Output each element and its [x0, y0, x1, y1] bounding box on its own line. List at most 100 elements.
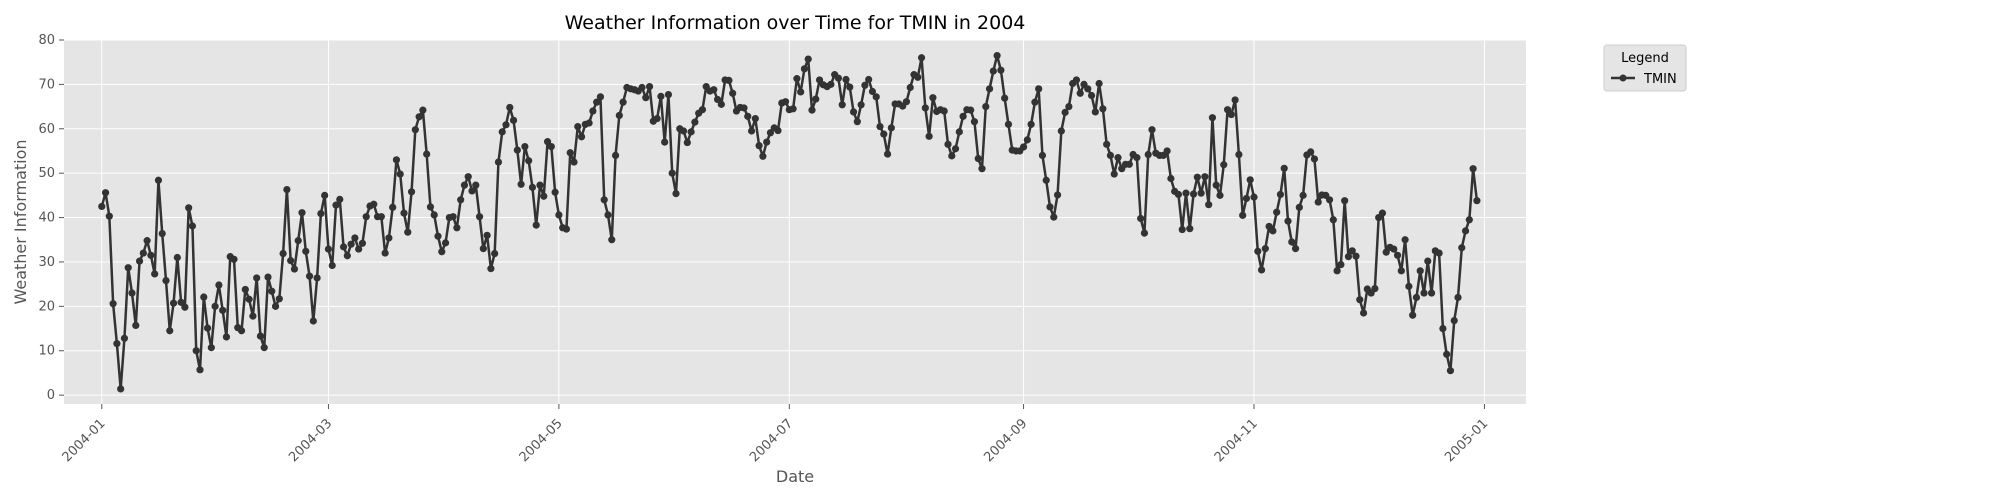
x-tick-label: 2004-05: [517, 416, 566, 465]
data-point: [173, 253, 181, 262]
data-point: [679, 127, 688, 135]
data-point: [275, 295, 283, 303]
data-point: [271, 302, 280, 310]
data-point: [838, 101, 846, 109]
data-point: [249, 312, 257, 320]
data-point: [253, 274, 261, 282]
data-point: [1314, 198, 1322, 206]
data-point: [222, 333, 231, 341]
data-point: [1284, 217, 1292, 225]
data-point: [997, 66, 1005, 74]
data-point: [415, 113, 423, 121]
data-point: [608, 236, 616, 244]
data-point: [793, 75, 801, 83]
data-point: [237, 327, 246, 335]
y-tick-label: 30: [38, 255, 55, 270]
data-point: [185, 204, 193, 212]
data-point: [245, 295, 253, 303]
data-point: [906, 83, 914, 92]
data-point: [513, 146, 521, 154]
data-point: [1439, 324, 1447, 333]
data-point: [1095, 79, 1103, 88]
data-point: [143, 237, 151, 245]
data-point: [1450, 316, 1458, 325]
data-point: [411, 126, 419, 134]
data-point: [713, 95, 722, 104]
data-point: [729, 89, 737, 97]
data-point: [1023, 136, 1031, 144]
data-point: [1427, 289, 1436, 297]
data-point: [1031, 98, 1039, 106]
data-point: [1356, 296, 1364, 304]
data-point: [392, 156, 401, 164]
data-point: [1099, 105, 1107, 113]
data-point: [457, 196, 465, 204]
data-point: [876, 122, 884, 131]
data-point: [105, 212, 113, 220]
data-point: [982, 102, 990, 111]
data-point: [1061, 108, 1069, 116]
data-point: [687, 128, 695, 136]
data-point: [151, 270, 159, 278]
data-point: [804, 55, 812, 63]
data-point: [181, 303, 189, 311]
data-point: [460, 181, 469, 189]
data-point: [1114, 154, 1122, 162]
data-point: [834, 74, 843, 82]
data-point: [1446, 367, 1455, 375]
data-point: [1409, 311, 1417, 319]
data-point: [797, 88, 805, 96]
data-point: [1235, 150, 1243, 159]
data-point: [521, 142, 529, 151]
data-point: [657, 92, 665, 100]
x-tick-label: 2004-07: [747, 416, 796, 465]
data-point: [691, 118, 699, 126]
data-point: [1359, 309, 1368, 317]
data-point: [951, 145, 960, 153]
data-point: [313, 274, 321, 282]
data-point: [441, 239, 450, 247]
data-point: [615, 111, 623, 120]
data-point: [132, 321, 140, 330]
data-point: [1216, 191, 1224, 199]
data-point: [1174, 190, 1183, 199]
data-point: [192, 347, 200, 355]
data-point: [751, 114, 759, 123]
y-tick-label: 80: [38, 33, 55, 48]
x-tick-label: 2004-03: [286, 416, 335, 465]
data-point: [305, 272, 314, 280]
data-point: [1291, 245, 1300, 253]
legend: Legend TMIN: [1603, 44, 1687, 92]
data-point: [1084, 85, 1092, 93]
data-point: [1329, 216, 1337, 224]
data-point: [1412, 293, 1421, 302]
data-point: [1378, 209, 1387, 217]
data-point: [135, 257, 144, 265]
data-point: [1212, 181, 1220, 189]
data-point: [944, 140, 952, 148]
data-point: [698, 106, 707, 114]
data-point: [763, 138, 771, 146]
data-point: [902, 98, 911, 106]
data-point: [423, 150, 431, 158]
data-point: [328, 261, 336, 270]
data-point: [256, 332, 265, 340]
data-point: [502, 121, 510, 129]
data-point: [642, 94, 650, 102]
data-point: [1065, 102, 1073, 111]
data-point: [124, 264, 132, 272]
data-point: [865, 75, 873, 84]
data-point: [585, 119, 593, 127]
data-point: [532, 221, 540, 229]
data-point: [1280, 164, 1288, 172]
data-point: [959, 112, 967, 120]
data-point: [948, 152, 956, 160]
data-point: [1420, 289, 1428, 297]
data-point: [1382, 248, 1390, 256]
data-point: [1133, 154, 1141, 162]
data-point: [766, 129, 775, 137]
data-point: [1416, 267, 1424, 275]
x-tick-label: 2004-01: [60, 416, 109, 465]
data-point: [570, 158, 578, 166]
